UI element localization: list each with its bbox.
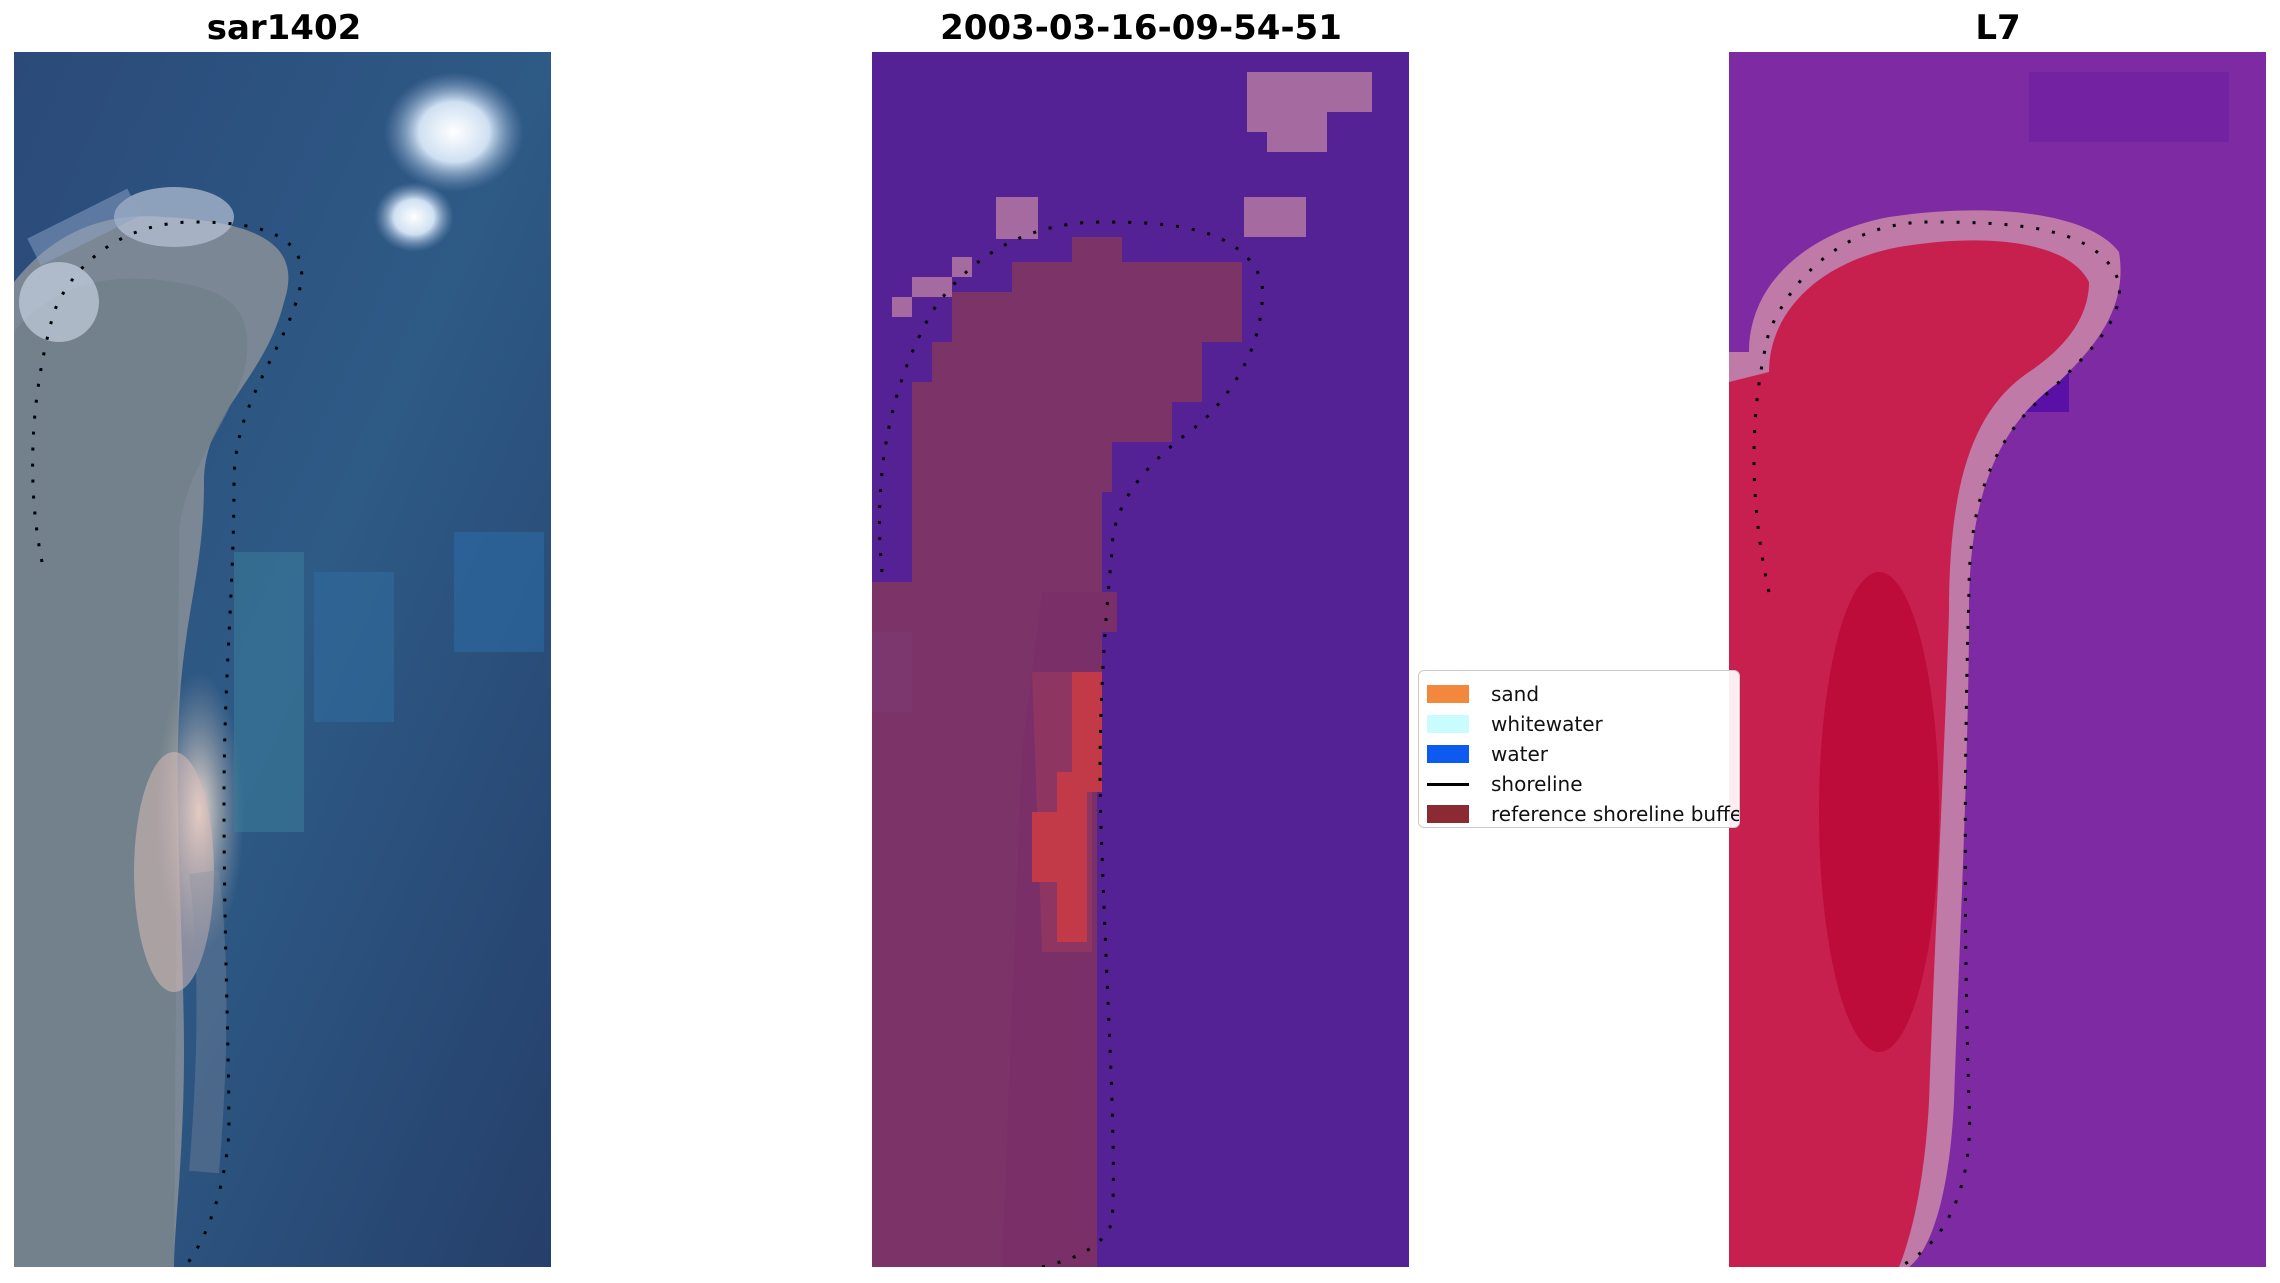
- legend-label-shoreline: shoreline: [1491, 772, 1583, 796]
- legend-label-whitewater: whitewater: [1491, 712, 1603, 736]
- classified-image-panel: [872, 52, 1409, 1267]
- legend-label-sand: sand: [1491, 682, 1540, 706]
- legend-label-water: water: [1491, 742, 1548, 766]
- panel-title-sar1402: sar1402: [206, 8, 362, 48]
- water-swatch-icon: [1427, 745, 1469, 763]
- panel-title-l7: L7: [1975, 8, 2021, 48]
- rgb-image-panel: [14, 52, 551, 1267]
- whitewater-swatch-icon: [1427, 715, 1469, 733]
- legend-item-shoreline: shoreline: [1427, 770, 1583, 798]
- reference-buffer-swatch-icon: [1427, 805, 1469, 823]
- probability-map-image: [1729, 52, 2266, 1267]
- legend-item-whitewater: whitewater: [1427, 710, 1603, 738]
- legend-item-reference-buffer: reference shoreline buffer: [1427, 800, 1740, 827]
- probability-map-panel: [1729, 52, 2266, 1267]
- panel-title-date: 2003-03-16-09-54-51: [940, 8, 1342, 48]
- legend: sand whitewater water shoreline referenc…: [1418, 670, 1740, 828]
- rgb-satellite-image: [14, 52, 551, 1267]
- shoreline-line-icon: [1427, 782, 1469, 786]
- legend-label-reference-buffer: reference shoreline buffer: [1491, 802, 1740, 826]
- sand-swatch-icon: [1427, 685, 1469, 703]
- legend-item-sand: sand: [1427, 680, 1539, 708]
- legend-item-water: water: [1427, 740, 1548, 768]
- classified-overlay-image: [872, 52, 1409, 1267]
